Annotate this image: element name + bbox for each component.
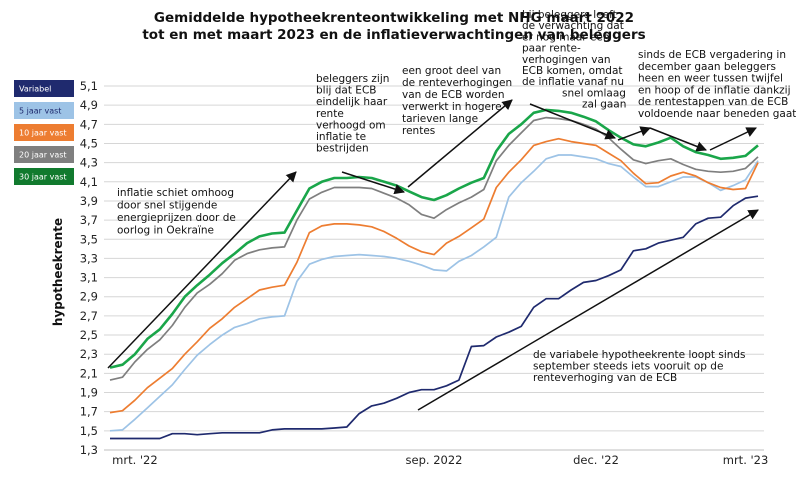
y-tick-label: 1,3: [80, 443, 98, 457]
y-tick-labels: 1,3 1,5 1,7 1,9 2,1 2,3 2,5 2,7 2,9 3,1 3,3 3,5 3,7 3…: [80, 79, 98, 457]
y-tick-label: 4,3: [80, 156, 98, 170]
annotation-beleggers-ecb-line: inflatie te: [316, 131, 366, 143]
y-tick-label: 2,1: [80, 366, 98, 380]
annotation-groot-deel-line: een groot deel van: [402, 65, 501, 77]
annotation-inflatie-line: door snel stijgende: [117, 200, 217, 212]
annotation-inflatie-line: oorlog in Oekraïne: [117, 225, 214, 237]
legend-label: Variabel: [19, 85, 51, 94]
y-tick-label: 2,7: [80, 309, 98, 323]
annotation-groot-deel-line: verwerkt in hogere: [402, 101, 502, 113]
arrow-beleggers-ecb: [341, 171, 405, 195]
y-tick-label: 4,1: [80, 175, 98, 189]
annotation-sinds-ecb-line: sinds de ECB vergadering in: [638, 49, 786, 61]
y-tick-label: 3,3: [80, 251, 98, 265]
y-axis-label: hypotheekrente: [51, 218, 65, 326]
annotation-sinds-ecb-line: de rentestappen van de ECB: [638, 96, 788, 108]
x-tick-label: sep. 2022: [406, 453, 463, 467]
legend-label: 30 jaar vast: [19, 173, 67, 182]
legend-swatch-30-jaar-vast: [14, 168, 74, 185]
annotation-variabele-line: renteverhoging van de ECB: [533, 372, 677, 384]
chart-title-line-1: Gemiddelde hypotheekrenteontwikkeling me…: [154, 10, 634, 26]
y-tick-label: 5,1: [80, 79, 98, 93]
annotation-beleggers-ecb-line: verhoogd om: [316, 119, 386, 131]
annotation-verwachting-line: de inflatie vanaf nu: [522, 76, 624, 88]
annotation-beleggers-ecb-line: bestrijden: [316, 143, 369, 155]
annotation-beleggers-ecb-line: eindelijk haar: [316, 96, 388, 108]
series-line-20-jaar-vast: [109, 116, 759, 381]
arrow-dec-2: [649, 127, 707, 152]
y-tick-label: 2,3: [80, 347, 98, 361]
annotation-verwachting-line: bij beleggers leeft: [522, 9, 617, 21]
chart-title-line-2: tot en met maart 2023 en de inflatieverw…: [142, 27, 645, 43]
legend-label: 20 jaar vast: [19, 151, 67, 160]
y-tick-label: 3,7: [80, 213, 98, 227]
annotation-inflatie-line: energieprijzen door de: [117, 212, 236, 224]
arrow-inflatie: [107, 171, 297, 369]
arrow-groot-deel: [407, 99, 513, 188]
y-tick-label: 4,9: [80, 98, 98, 112]
y-tick-label: 4,5: [80, 136, 98, 150]
legend-swatch-variabel: [14, 80, 74, 97]
x-tick-label: dec. '22: [573, 453, 619, 467]
annotation-arrows: [107, 99, 759, 411]
legend-label: 10 jaar vast: [19, 129, 67, 138]
x-tick-label: mrt. '22: [112, 453, 158, 467]
series-lines: [109, 108, 759, 440]
y-tick-label: 4,7: [80, 117, 98, 131]
series-line-variabel: [110, 195, 759, 440]
y-tick-label: 2,5: [80, 328, 98, 342]
annotation-verwachting-line: snel omlaag: [562, 87, 626, 99]
annotation-verwachting-line: er nog maar een: [522, 31, 610, 43]
annotation-beleggers-ecb-line: blij dat ECB: [316, 85, 376, 97]
annotation-groot-deel-line: rentes: [402, 125, 435, 137]
annotation-inflatie-line: inflatie schiet omhoog: [117, 187, 234, 199]
annotation-sinds-ecb-line: en hoop of de inflatie dankzij: [638, 84, 791, 96]
legend-swatch-5-jaar-vast: [14, 102, 74, 119]
x-tick-label: mrt. '23: [723, 453, 769, 467]
legend: Variabel 5 jaar vast 10 jaar vast 20 jaar v…: [14, 80, 74, 185]
annotation-verwachting-line: ECB komen, omdat: [522, 65, 623, 77]
series-line-10-jaar-vast: [109, 137, 759, 414]
y-tick-label: 1,7: [80, 405, 98, 419]
legend-label: 5 jaar vast: [19, 107, 61, 116]
annotation-groot-deel-line: van de ECB worden: [402, 89, 505, 101]
annotation-variabele-line: september steeds iets vooruit op de: [533, 361, 723, 373]
arrow-dec-3: [709, 127, 757, 151]
annotation-beleggers-ecb-line: rente: [316, 108, 344, 120]
arrow-verwachting: [529, 103, 616, 140]
y-tick-label: 1,9: [80, 386, 98, 400]
y-tick-label: 3,1: [80, 271, 98, 285]
series-line-5-jaar-vast: [109, 154, 759, 432]
series-line-30-jaar-vast: [109, 108, 759, 369]
annotation-groot-deel-line: de renteverhogingen: [402, 77, 512, 89]
annotation-groot-deel-line: tarieven lange: [402, 113, 478, 125]
x-tick-labels: mrt. '22 sep. 2022 dec. '22 mrt. '23: [112, 453, 768, 467]
annotation-variabele-line: de variabele hypotheekrente loopt sinds: [533, 349, 746, 361]
y-tick-label: 1,5: [80, 424, 98, 438]
arrow-dec-1: [617, 126, 651, 141]
annotation-sinds-ecb-line: december gaan beleggers: [638, 61, 776, 73]
annotation-verwachting-line: paar rente-: [522, 43, 581, 55]
annotation-verwachting-line: zal gaan: [582, 99, 626, 111]
annotation-verwachting-line: verhogingen van: [522, 54, 611, 66]
annotation-verwachting-line: de verwachting dat: [522, 20, 624, 32]
annotation-sinds-ecb-line: voldoende naar beneden gaat: [638, 108, 796, 120]
legend-swatch-20-jaar-vast: [14, 146, 74, 163]
annotation-sinds-ecb-line: heen en weer tussen twijfel: [638, 73, 783, 85]
y-tick-label: 3,5: [80, 232, 98, 246]
annotation-beleggers-ecb-line: beleggers zijn: [316, 73, 389, 85]
legend-swatch-10-jaar-vast: [14, 124, 74, 141]
y-tick-label: 3,9: [80, 194, 98, 208]
y-tick-label: 2,9: [80, 290, 98, 304]
arrow-variabele: [417, 209, 759, 411]
